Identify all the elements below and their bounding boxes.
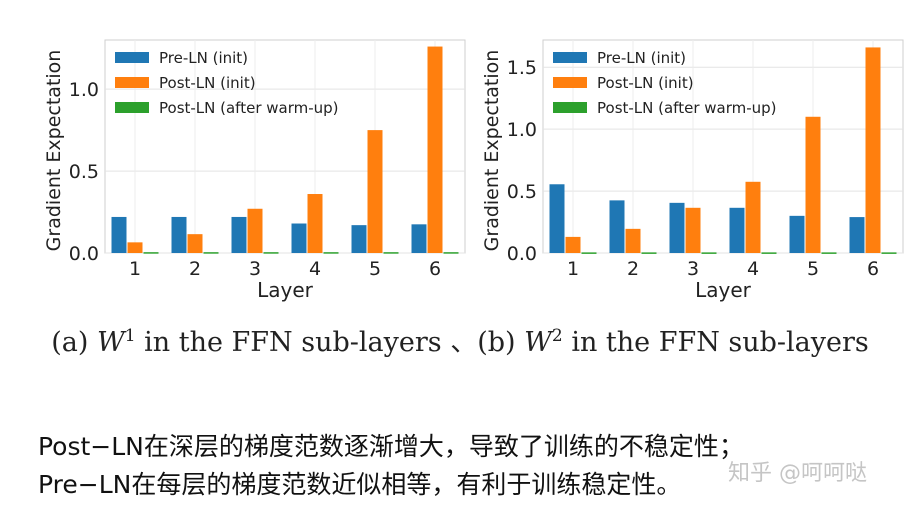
chart2-x-tick-label: 3 <box>687 258 699 280</box>
chart1-bar <box>111 216 127 253</box>
chart1-x-tick-label: 3 <box>249 258 261 280</box>
chart1-bar <box>203 252 219 254</box>
chart2-bar <box>865 47 881 253</box>
chart1-plot-area <box>104 39 466 254</box>
chart2-y-axis-label: Gradient Expectation <box>481 50 503 252</box>
chart2-bar <box>641 252 657 254</box>
chart2-y-tick-label: 1.0 <box>507 119 537 141</box>
chart1-bar <box>171 216 187 253</box>
chart1-bar <box>127 242 143 253</box>
chart1-legend-label: Post-LN (after warm-up) <box>159 99 339 117</box>
chart2-legend-swatch <box>553 52 587 63</box>
chart1-y-axis-label: Gradient Expectation <box>43 50 65 252</box>
chart1-bar <box>307 194 323 253</box>
caption-a-prefix: (a) <box>51 327 97 358</box>
caption-a-sup: 1 <box>124 326 136 346</box>
caption-a-suffix: in the FFN sub-layers <box>135 327 451 358</box>
charts: 0.0 0.5 1.0 1 2 3 4 5 6 Layer Gradient Expectation… <box>43 39 904 302</box>
caption-separator: 、 <box>450 327 478 358</box>
chart2-x-tick-label: 6 <box>867 258 879 280</box>
chart1-bar <box>143 252 159 254</box>
chart2-bar <box>849 217 865 253</box>
caption-b-var: W <box>524 327 552 358</box>
chart1-legend-swatch <box>115 102 149 113</box>
chart1-x-tick-label: 1 <box>129 258 141 280</box>
chart2-bar <box>549 184 565 253</box>
chart1-x-tick-label: 5 <box>369 258 381 280</box>
chart2-bar <box>581 252 597 254</box>
chart2-y-tick-label: 0.0 <box>507 243 537 265</box>
chart2-legend-label: Pre-LN (init) <box>597 49 686 67</box>
chart2-x-tick-label: 4 <box>747 258 759 280</box>
chart2-legend-label: Post-LN (after warm-up) <box>597 99 777 117</box>
chart1-bar <box>231 216 247 253</box>
chart1-bar <box>247 208 263 253</box>
chart2-bar <box>805 116 821 253</box>
chart1-x-tick-label: 2 <box>189 258 201 280</box>
chart1-bar <box>323 252 339 254</box>
chart2-bar <box>685 207 701 253</box>
chart2-y-tick-label: 1.5 <box>507 57 537 79</box>
chart1-bar <box>263 252 279 254</box>
note-line-1: Post−LN在深层的梯度范数逐渐增大，导致了训练的不稳定性； <box>38 432 744 461</box>
chart2-x-tick-label: 2 <box>627 258 639 280</box>
chart2-bar <box>701 252 717 254</box>
chart1-bar <box>291 223 307 253</box>
chart2-bar <box>729 207 745 253</box>
watermark: 知乎 @呵呵哒 <box>728 461 867 486</box>
chart2-x-axis-label: Layer <box>695 278 752 302</box>
chart1-legend-swatch <box>115 77 149 88</box>
caption-a-var: W <box>96 327 125 358</box>
chart2-legend-label: Post-LN (init) <box>597 74 694 92</box>
chart2-bar <box>821 252 837 254</box>
chart1-bar <box>367 130 383 253</box>
chart1-legend-swatch <box>115 52 149 63</box>
chart1-y-tick-label: 1.0 <box>69 79 99 101</box>
caption-b-prefix: (b) <box>477 327 525 358</box>
figure-caption: (a) W1 in the FFN sub-layers 、(b) W2 in … <box>0 320 920 359</box>
note-line-2: Pre−LN在每层的梯度范数近似相等，有利于训练稳定性。 <box>38 470 682 499</box>
chart2-x-tick-label: 1 <box>567 258 579 280</box>
chart1-x-tick-label: 6 <box>429 258 441 280</box>
chart1-legend-label: Pre-LN (init) <box>159 49 248 67</box>
chart2-bar <box>669 202 685 253</box>
chart2-bar <box>881 252 897 254</box>
chart1-y-tick-label: 0.0 <box>69 243 99 265</box>
chart1-bar <box>187 234 203 253</box>
chart2-bar <box>625 228 641 253</box>
chart2-bar <box>761 252 777 254</box>
chart2-bar <box>609 200 625 253</box>
chart2-y-tick-label: 0.5 <box>507 181 537 203</box>
chart2-bar <box>565 236 581 253</box>
chart1-bar <box>411 224 427 253</box>
chart2-plot-area <box>542 39 904 254</box>
chart1-x-tick-label: 4 <box>309 258 321 280</box>
chart1-y-tick-label: 0.5 <box>69 161 99 183</box>
chart2-bar <box>745 181 761 253</box>
chart1-bar <box>427 46 443 253</box>
chart1-bar <box>443 252 459 254</box>
chart1-legend-label: Post-LN (init) <box>159 74 256 92</box>
chart2-bar <box>789 215 805 253</box>
chart1-x-axis-label: Layer <box>257 278 314 302</box>
chart2-legend-swatch <box>553 77 587 88</box>
chart1-bar <box>383 252 399 254</box>
chart2-x-tick-label: 5 <box>807 258 819 280</box>
caption-b-sup: 2 <box>551 326 563 346</box>
caption-b-suffix: in the FFN sub-layers <box>562 327 869 358</box>
chart2-legend-swatch <box>553 102 587 113</box>
chart1-bar <box>351 225 367 253</box>
